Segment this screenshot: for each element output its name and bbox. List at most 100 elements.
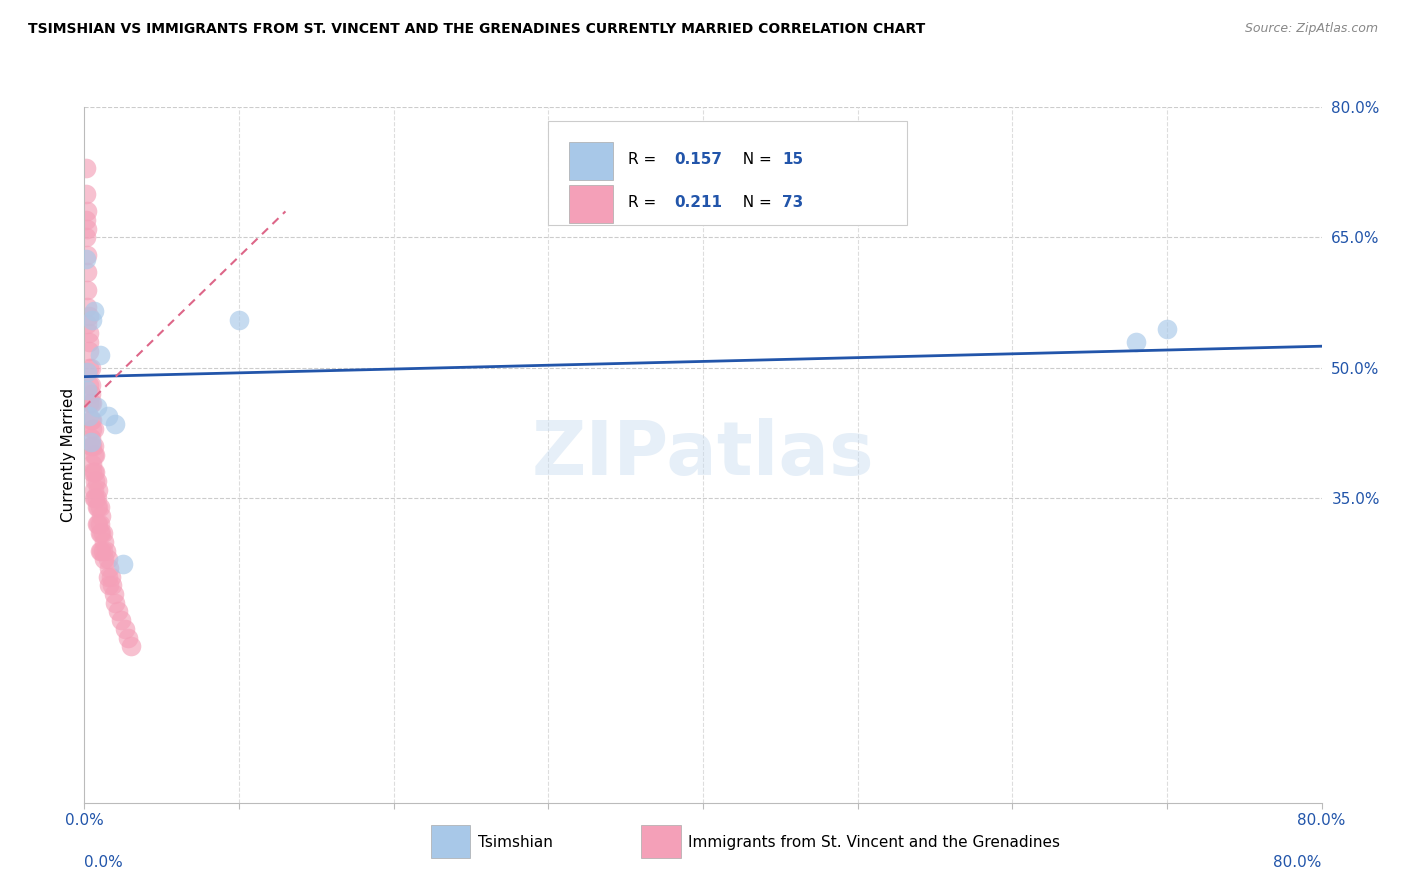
Point bbox=[83, 439, 105, 453]
Point bbox=[77, 378, 100, 392]
Text: 0.0%: 0.0% bbox=[84, 855, 124, 870]
Point bbox=[77, 360, 100, 375]
Point bbox=[101, 578, 124, 592]
Point bbox=[1125, 334, 1147, 349]
Point bbox=[83, 448, 105, 462]
Point bbox=[87, 517, 110, 532]
Y-axis label: Currently Married: Currently Married bbox=[60, 388, 76, 522]
Text: 80.0%: 80.0% bbox=[1274, 855, 1322, 870]
Point bbox=[90, 508, 112, 523]
Point bbox=[77, 334, 100, 349]
Point bbox=[77, 309, 100, 323]
Point bbox=[79, 378, 101, 392]
Text: Source: ZipAtlas.com: Source: ZipAtlas.com bbox=[1244, 22, 1378, 36]
Point bbox=[89, 500, 111, 514]
Point bbox=[91, 526, 114, 541]
Point bbox=[89, 348, 111, 362]
Point bbox=[76, 248, 98, 262]
Point bbox=[75, 252, 97, 267]
Point bbox=[89, 517, 111, 532]
Point bbox=[82, 413, 104, 427]
Point bbox=[79, 431, 101, 445]
Point bbox=[83, 483, 105, 497]
Point bbox=[76, 365, 98, 379]
Point bbox=[103, 587, 125, 601]
Point bbox=[82, 466, 104, 480]
Point bbox=[93, 552, 115, 566]
FancyBboxPatch shape bbox=[641, 825, 681, 858]
Point bbox=[86, 491, 108, 506]
Point bbox=[120, 639, 142, 653]
Point bbox=[82, 439, 104, 453]
Point bbox=[76, 383, 98, 397]
Text: N =: N = bbox=[733, 194, 776, 210]
Point bbox=[84, 466, 107, 480]
Text: 0.157: 0.157 bbox=[675, 152, 723, 167]
Text: N =: N = bbox=[733, 152, 776, 167]
Point bbox=[82, 457, 104, 471]
Text: TSIMSHIAN VS IMMIGRANTS FROM ST. VINCENT AND THE GRENADINES CURRENTLY MARRIED CO: TSIMSHIAN VS IMMIGRANTS FROM ST. VINCENT… bbox=[28, 22, 925, 37]
FancyBboxPatch shape bbox=[430, 825, 471, 858]
Text: Tsimshian: Tsimshian bbox=[478, 835, 553, 850]
Point bbox=[114, 622, 136, 636]
Point bbox=[83, 466, 105, 480]
Point bbox=[83, 491, 105, 506]
Point bbox=[110, 613, 132, 627]
Point bbox=[104, 417, 127, 432]
Point bbox=[98, 578, 121, 592]
Point bbox=[82, 313, 104, 327]
Point bbox=[86, 517, 108, 532]
Point bbox=[97, 409, 120, 423]
FancyBboxPatch shape bbox=[548, 121, 907, 226]
Point bbox=[75, 230, 97, 244]
Point bbox=[104, 596, 127, 610]
Point bbox=[86, 474, 108, 488]
Point bbox=[77, 409, 100, 423]
Point bbox=[76, 318, 98, 332]
Point bbox=[86, 400, 108, 414]
Point bbox=[93, 534, 115, 549]
Point bbox=[84, 448, 107, 462]
Text: Immigrants from St. Vincent and the Grenadines: Immigrants from St. Vincent and the Gren… bbox=[688, 835, 1060, 850]
FancyBboxPatch shape bbox=[569, 142, 613, 180]
Point bbox=[76, 204, 98, 219]
Point bbox=[84, 491, 107, 506]
Point bbox=[79, 434, 101, 449]
Text: 73: 73 bbox=[782, 194, 803, 210]
Text: ZIPatlas: ZIPatlas bbox=[531, 418, 875, 491]
Point bbox=[97, 570, 120, 584]
Point bbox=[91, 543, 114, 558]
Text: 0.211: 0.211 bbox=[675, 194, 723, 210]
Text: R =: R = bbox=[627, 194, 661, 210]
Point bbox=[83, 422, 105, 436]
FancyBboxPatch shape bbox=[569, 185, 613, 223]
Point bbox=[82, 396, 104, 410]
Point bbox=[75, 161, 97, 175]
Point bbox=[107, 605, 129, 619]
Point bbox=[76, 283, 98, 297]
Point bbox=[79, 387, 101, 401]
Point bbox=[76, 265, 98, 279]
Point bbox=[97, 552, 120, 566]
Point bbox=[117, 631, 139, 645]
Point bbox=[90, 526, 112, 541]
Point bbox=[1156, 322, 1178, 336]
Point bbox=[89, 543, 111, 558]
Point bbox=[77, 396, 100, 410]
Point bbox=[87, 500, 110, 514]
Point bbox=[79, 360, 101, 375]
Point bbox=[86, 500, 108, 514]
Point bbox=[98, 561, 121, 575]
Point bbox=[75, 187, 97, 202]
Point bbox=[82, 422, 104, 436]
Point bbox=[76, 221, 98, 235]
Point bbox=[94, 543, 117, 558]
Point bbox=[84, 474, 107, 488]
Text: R =: R = bbox=[627, 152, 661, 167]
Point bbox=[75, 213, 97, 227]
Point bbox=[79, 439, 101, 453]
Point bbox=[89, 526, 111, 541]
Point bbox=[83, 304, 105, 318]
Point bbox=[228, 313, 250, 327]
Text: 15: 15 bbox=[782, 152, 803, 167]
